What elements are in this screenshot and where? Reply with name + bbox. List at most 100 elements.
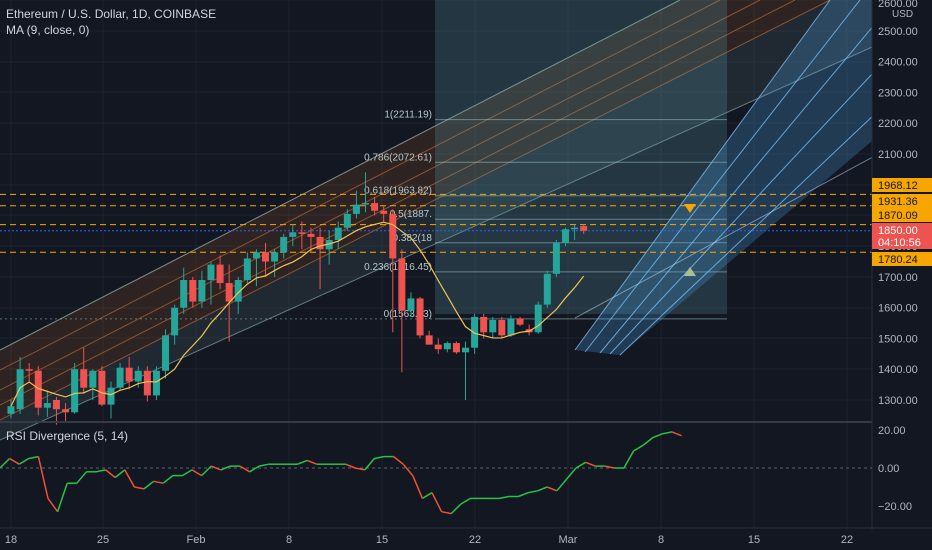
channel-lower-band	[0, 0, 932, 440]
y-tick-label: 1700.00	[878, 272, 918, 284]
candle-body	[98, 370, 106, 405]
rsi-segment	[37, 456, 49, 499]
rsi-segment	[259, 463, 269, 467]
rsi-segment	[28, 455, 39, 460]
candle-body	[125, 367, 133, 382]
rsi-segment	[364, 458, 375, 471]
candle-body	[580, 226, 588, 231]
candle-body	[262, 252, 270, 262]
fib-label: 0.786(2072.61)	[364, 152, 432, 163]
candle-body	[498, 319, 506, 336]
rsi-segment	[210, 465, 222, 471]
rsi-tick-label: −20.00	[878, 501, 912, 513]
channel-line	[0, 0, 831, 421]
rsi-segment	[441, 510, 452, 515]
candle-body	[280, 236, 288, 253]
candle-body	[552, 243, 560, 274]
candle-body	[198, 279, 206, 302]
candle-body	[7, 406, 15, 414]
candle-body	[516, 318, 524, 325]
sell-marker-icon	[684, 204, 696, 213]
rsi-segment	[191, 469, 202, 477]
current-price-tag-bg	[872, 223, 932, 249]
y-tick-label: 2100.00	[878, 149, 918, 161]
candles	[7, 172, 588, 425]
channel-line	[0, 0, 761, 391]
rsi-segment	[652, 433, 663, 439]
candle-body	[180, 279, 188, 308]
price-tag-1780-bg	[872, 252, 932, 266]
rsi-segment	[182, 469, 193, 477]
rsi-segment	[345, 463, 356, 469]
x-tick-label: 15	[376, 534, 388, 546]
candle-body	[371, 203, 379, 211]
fib-label: 0.618(1963.82)	[364, 186, 432, 197]
rsi-pane: 20.00 0.00 −20.00	[0, 425, 912, 515]
x-tick-label: 15	[748, 534, 760, 546]
rsi-segment	[134, 486, 145, 490]
x-tick-label: 22	[841, 534, 853, 546]
candle-body	[507, 318, 515, 336]
ma-line	[10, 221, 585, 407]
candle-body	[480, 316, 488, 333]
y-tick-label: 1400.00	[878, 364, 918, 376]
x-tick-label: Feb	[187, 534, 206, 546]
rsi-segment	[249, 465, 260, 473]
candle-body	[34, 370, 42, 408]
rsi-legend: RSI Divergence (5, 14)	[6, 429, 129, 443]
rsi-segment	[402, 463, 414, 477]
y-tick-label: 2400.00	[878, 57, 918, 69]
rsi-segment	[95, 469, 106, 473]
candle-body	[362, 203, 370, 205]
candle-body	[389, 213, 397, 259]
rsi-segment	[306, 459, 318, 465]
rsi-segment	[114, 469, 126, 479]
y-tick-label: 1500.00	[878, 333, 918, 345]
rsi-segment	[9, 457, 20, 465]
candle-body	[407, 298, 415, 311]
candle-body	[334, 227, 342, 240]
rsi-segment	[575, 461, 586, 469]
candle-body	[162, 335, 170, 371]
candle-body	[143, 370, 151, 396]
candle-body	[307, 233, 315, 237]
rsi-segment	[124, 469, 136, 488]
x-tick-label: 25	[97, 534, 109, 546]
candle-body	[425, 335, 433, 345]
price-tag-1870: 1870.09	[878, 210, 918, 222]
y-tick-label: 2500.00	[878, 26, 918, 38]
candle-body	[80, 369, 88, 388]
price-levels	[0, 193, 872, 253]
price-tag-1931: 1931.36	[878, 196, 918, 208]
current-price-label: 1850.00	[878, 225, 918, 237]
candle-body	[189, 279, 197, 302]
rsi-segment	[662, 431, 673, 435]
price-axis: 2600.00 2500.00 2400.00 2300.00 2200.00 2100.…	[871, 0, 932, 550]
rsi-segment	[162, 475, 174, 484]
candle-body	[271, 252, 279, 262]
fib-label: 0(1563.63)	[384, 309, 432, 320]
fib-label: 1(2211.19)	[384, 110, 432, 121]
buy-marker-icon	[684, 267, 696, 276]
candle-body	[289, 232, 297, 237]
rsi-segment	[633, 444, 644, 452]
rsi-segment	[374, 455, 385, 460]
rsi-segment	[201, 465, 212, 477]
candle-body	[234, 279, 242, 302]
candle-body	[543, 273, 551, 305]
pitchfork-line	[584, 0, 861, 353]
rsi-segment	[412, 475, 424, 499]
candle-body	[43, 403, 51, 408]
candle-body	[16, 369, 24, 410]
candle-body	[243, 258, 251, 280]
x-tick-label: 18	[5, 534, 17, 546]
candle-body	[534, 304, 542, 333]
pitchfork-fill	[575, 0, 932, 355]
chart-title: Ethereum / U.S. Dollar, 1D, COINBASE	[6, 7, 217, 21]
rsi-segment	[671, 431, 682, 437]
channel-line	[0, 0, 721, 371]
fib-retracement: 1(2211.19) 0.786(2072.61) 0.618(1963.82) 0.…	[0, 0, 727, 320]
x-tick-label: 8	[658, 534, 664, 546]
candle-body	[62, 409, 70, 413]
